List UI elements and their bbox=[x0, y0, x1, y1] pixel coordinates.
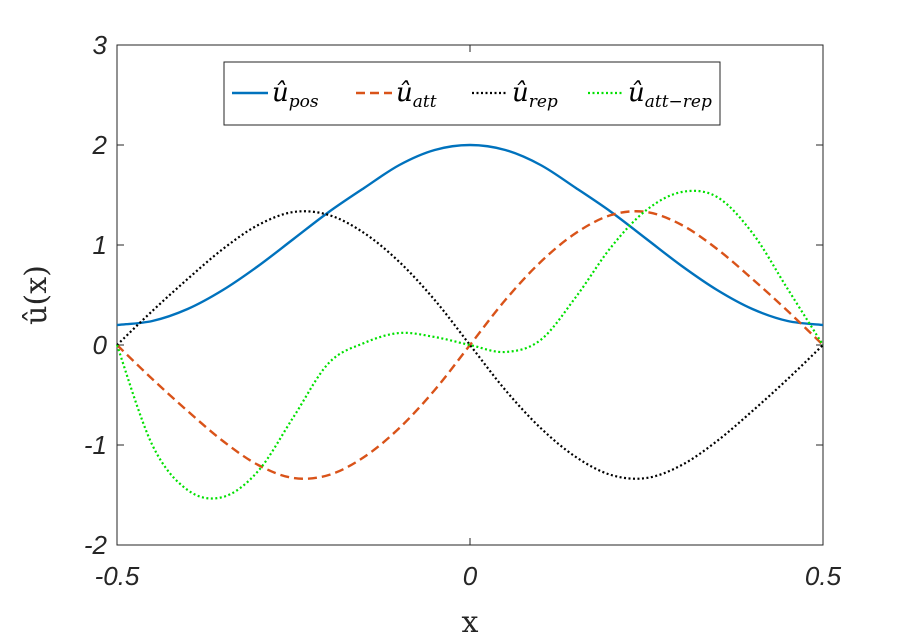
x-tick-labels: -0.5 0 0.5 bbox=[95, 561, 842, 591]
y-tick-label: -1 bbox=[84, 430, 107, 460]
legend-label-main: û bbox=[512, 78, 529, 108]
legend-label: ûatt−rep bbox=[628, 78, 712, 112]
tick-marks bbox=[116, 44, 824, 546]
legend-label-main: û bbox=[396, 78, 413, 108]
series-line-att-rep bbox=[115, 189, 824, 500]
series-line-rep bbox=[116, 210, 824, 480]
y-tick-label: 3 bbox=[93, 30, 108, 60]
plot-area bbox=[116, 44, 824, 546]
legend-label-main: û bbox=[628, 78, 645, 108]
legend-label-subscript: pos bbox=[289, 92, 319, 112]
series-line-pos bbox=[116, 143, 824, 327]
series-line-att bbox=[116, 210, 824, 480]
y-axis-label: û(x) bbox=[19, 265, 54, 325]
legend-label-main: û bbox=[272, 78, 289, 108]
x-tick-label: 0 bbox=[463, 561, 478, 591]
x-tick-label: -0.5 bbox=[95, 561, 140, 591]
y-tick-label: 2 bbox=[92, 130, 108, 160]
legend-label: ûrep bbox=[512, 78, 558, 112]
y-tick-labels: -2 -1 0 1 2 3 bbox=[84, 30, 108, 560]
legend-label-subscript: att−rep bbox=[645, 92, 712, 112]
legend-items: ûpos ûatt ûrep ûatt−rep bbox=[232, 78, 712, 112]
x-tick-label: 0.5 bbox=[805, 561, 842, 591]
y-tick-label: 0 bbox=[93, 330, 108, 360]
series-lines bbox=[115, 143, 824, 500]
legend-label: ûpos bbox=[272, 78, 319, 112]
legend-label-subscript: rep bbox=[529, 92, 558, 112]
y-tick-label: -2 bbox=[84, 530, 108, 560]
y-tick-label: 1 bbox=[93, 230, 107, 260]
legend-label-subscript: att bbox=[413, 92, 437, 112]
legend: ûpos ûatt ûrep ûatt−rep bbox=[223, 61, 721, 126]
x-axis-label: x bbox=[462, 605, 479, 640]
legend-label: ûatt bbox=[396, 78, 437, 112]
